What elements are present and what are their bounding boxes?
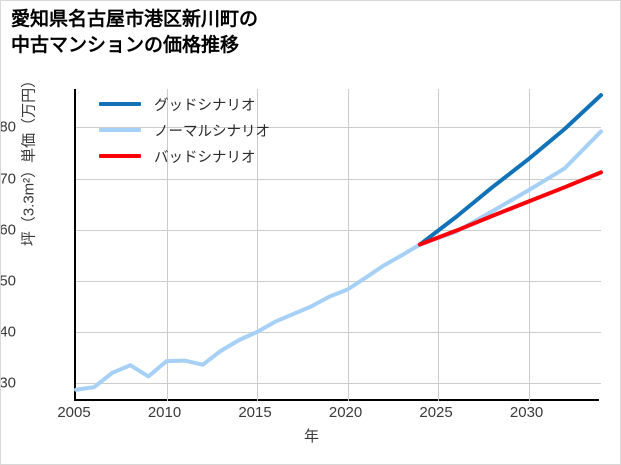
x-axis-label: 年 (303, 428, 319, 445)
x-tick-label: 2020 (328, 404, 363, 421)
y-tick-label: 80 (0, 118, 16, 136)
legend-label: グッドシナリオ (154, 97, 256, 114)
gridline-y (76, 383, 601, 385)
legend-item[interactable]: バッドシナリオ (99, 143, 329, 169)
legend-swatch (99, 128, 141, 132)
chart-legend: グッドシナリオ ノーマルシナリオ バッドシナリオ (99, 91, 329, 169)
gridline-x (438, 89, 440, 401)
y-axis-label: 坪（3.3m²）単価（万円） (20, 72, 38, 247)
gridline-y (76, 178, 601, 180)
gridline-y (76, 229, 601, 231)
x-tick-label: 2015 (238, 404, 272, 421)
plot-area (74, 89, 603, 401)
gridline-x (528, 89, 530, 401)
series-lines (74, 93, 603, 392)
x-tick-label: 2005 (57, 404, 91, 421)
x-tick-label: 2025 (419, 404, 453, 421)
y-tick-label: 70 (0, 170, 16, 187)
series-line (74, 129, 603, 392)
legend-label: ノーマルシナリオ (154, 123, 270, 140)
gridline-y (76, 331, 601, 333)
gridline-x (347, 89, 349, 401)
gridline-x (166, 89, 168, 401)
x-tick-label: 2030 (509, 404, 544, 421)
series-line (417, 170, 603, 247)
gridline-y (76, 280, 601, 282)
y-tick-label: 40 (0, 323, 16, 341)
y-tick-label: 60 (0, 221, 16, 239)
y-tick-label: 50 (0, 272, 16, 290)
x-tick-label: 2010 (147, 404, 182, 421)
legend-label: バッドシナリオ (154, 149, 256, 166)
series-line (417, 93, 603, 247)
legend-swatch (99, 102, 141, 106)
legend-item[interactable]: グッドシナリオ (99, 91, 329, 117)
chart-title: 愛知県名古屋市港区新川町の 中古マンションの価格推移 (11, 9, 259, 56)
gridline-x (257, 89, 259, 401)
gridline-y (76, 127, 601, 129)
legend-item[interactable]: ノーマルシナリオ (99, 117, 329, 143)
legend-swatch (99, 154, 141, 158)
y-tick-label: 30 (0, 374, 16, 392)
